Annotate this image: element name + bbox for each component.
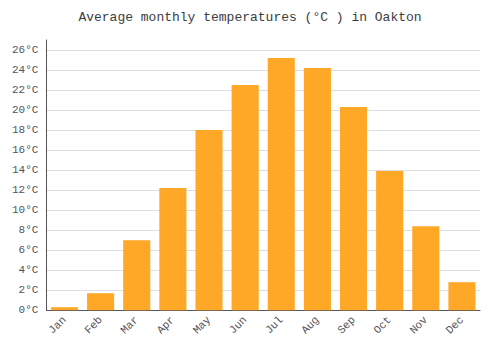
svg-text:Jan: Jan: [46, 314, 68, 336]
svg-text:Nov: Nov: [408, 314, 431, 337]
svg-text:May: May: [191, 314, 214, 337]
svg-text:6°C: 6°C: [19, 244, 39, 256]
svg-text:Average monthly temperatures (: Average monthly temperatures (°C ) in Oa…: [78, 10, 421, 25]
svg-text:0°C: 0°C: [19, 304, 39, 316]
svg-text:2°C: 2°C: [19, 284, 39, 296]
svg-text:14°C: 14°C: [12, 164, 39, 176]
svg-text:Dec: Dec: [444, 314, 466, 336]
svg-text:Feb: Feb: [82, 314, 104, 336]
svg-text:22°C: 22°C: [12, 84, 39, 96]
svg-text:Jul: Jul: [263, 314, 285, 336]
svg-text:8°C: 8°C: [19, 224, 39, 236]
svg-text:16°C: 16°C: [12, 144, 39, 156]
svg-text:12°C: 12°C: [12, 184, 39, 196]
svg-text:10°C: 10°C: [12, 204, 39, 216]
svg-text:Mar: Mar: [119, 314, 141, 336]
svg-text:Jun: Jun: [227, 314, 249, 336]
svg-text:20°C: 20°C: [12, 104, 39, 116]
svg-text:4°C: 4°C: [19, 264, 39, 276]
svg-text:26°C: 26°C: [12, 44, 39, 56]
svg-text:Apr: Apr: [155, 314, 177, 336]
svg-text:24°C: 24°C: [12, 64, 39, 76]
svg-text:Aug: Aug: [299, 314, 321, 336]
svg-text:Oct: Oct: [371, 314, 393, 336]
svg-text:Sep: Sep: [335, 314, 357, 336]
svg-text:18°C: 18°C: [12, 124, 39, 136]
